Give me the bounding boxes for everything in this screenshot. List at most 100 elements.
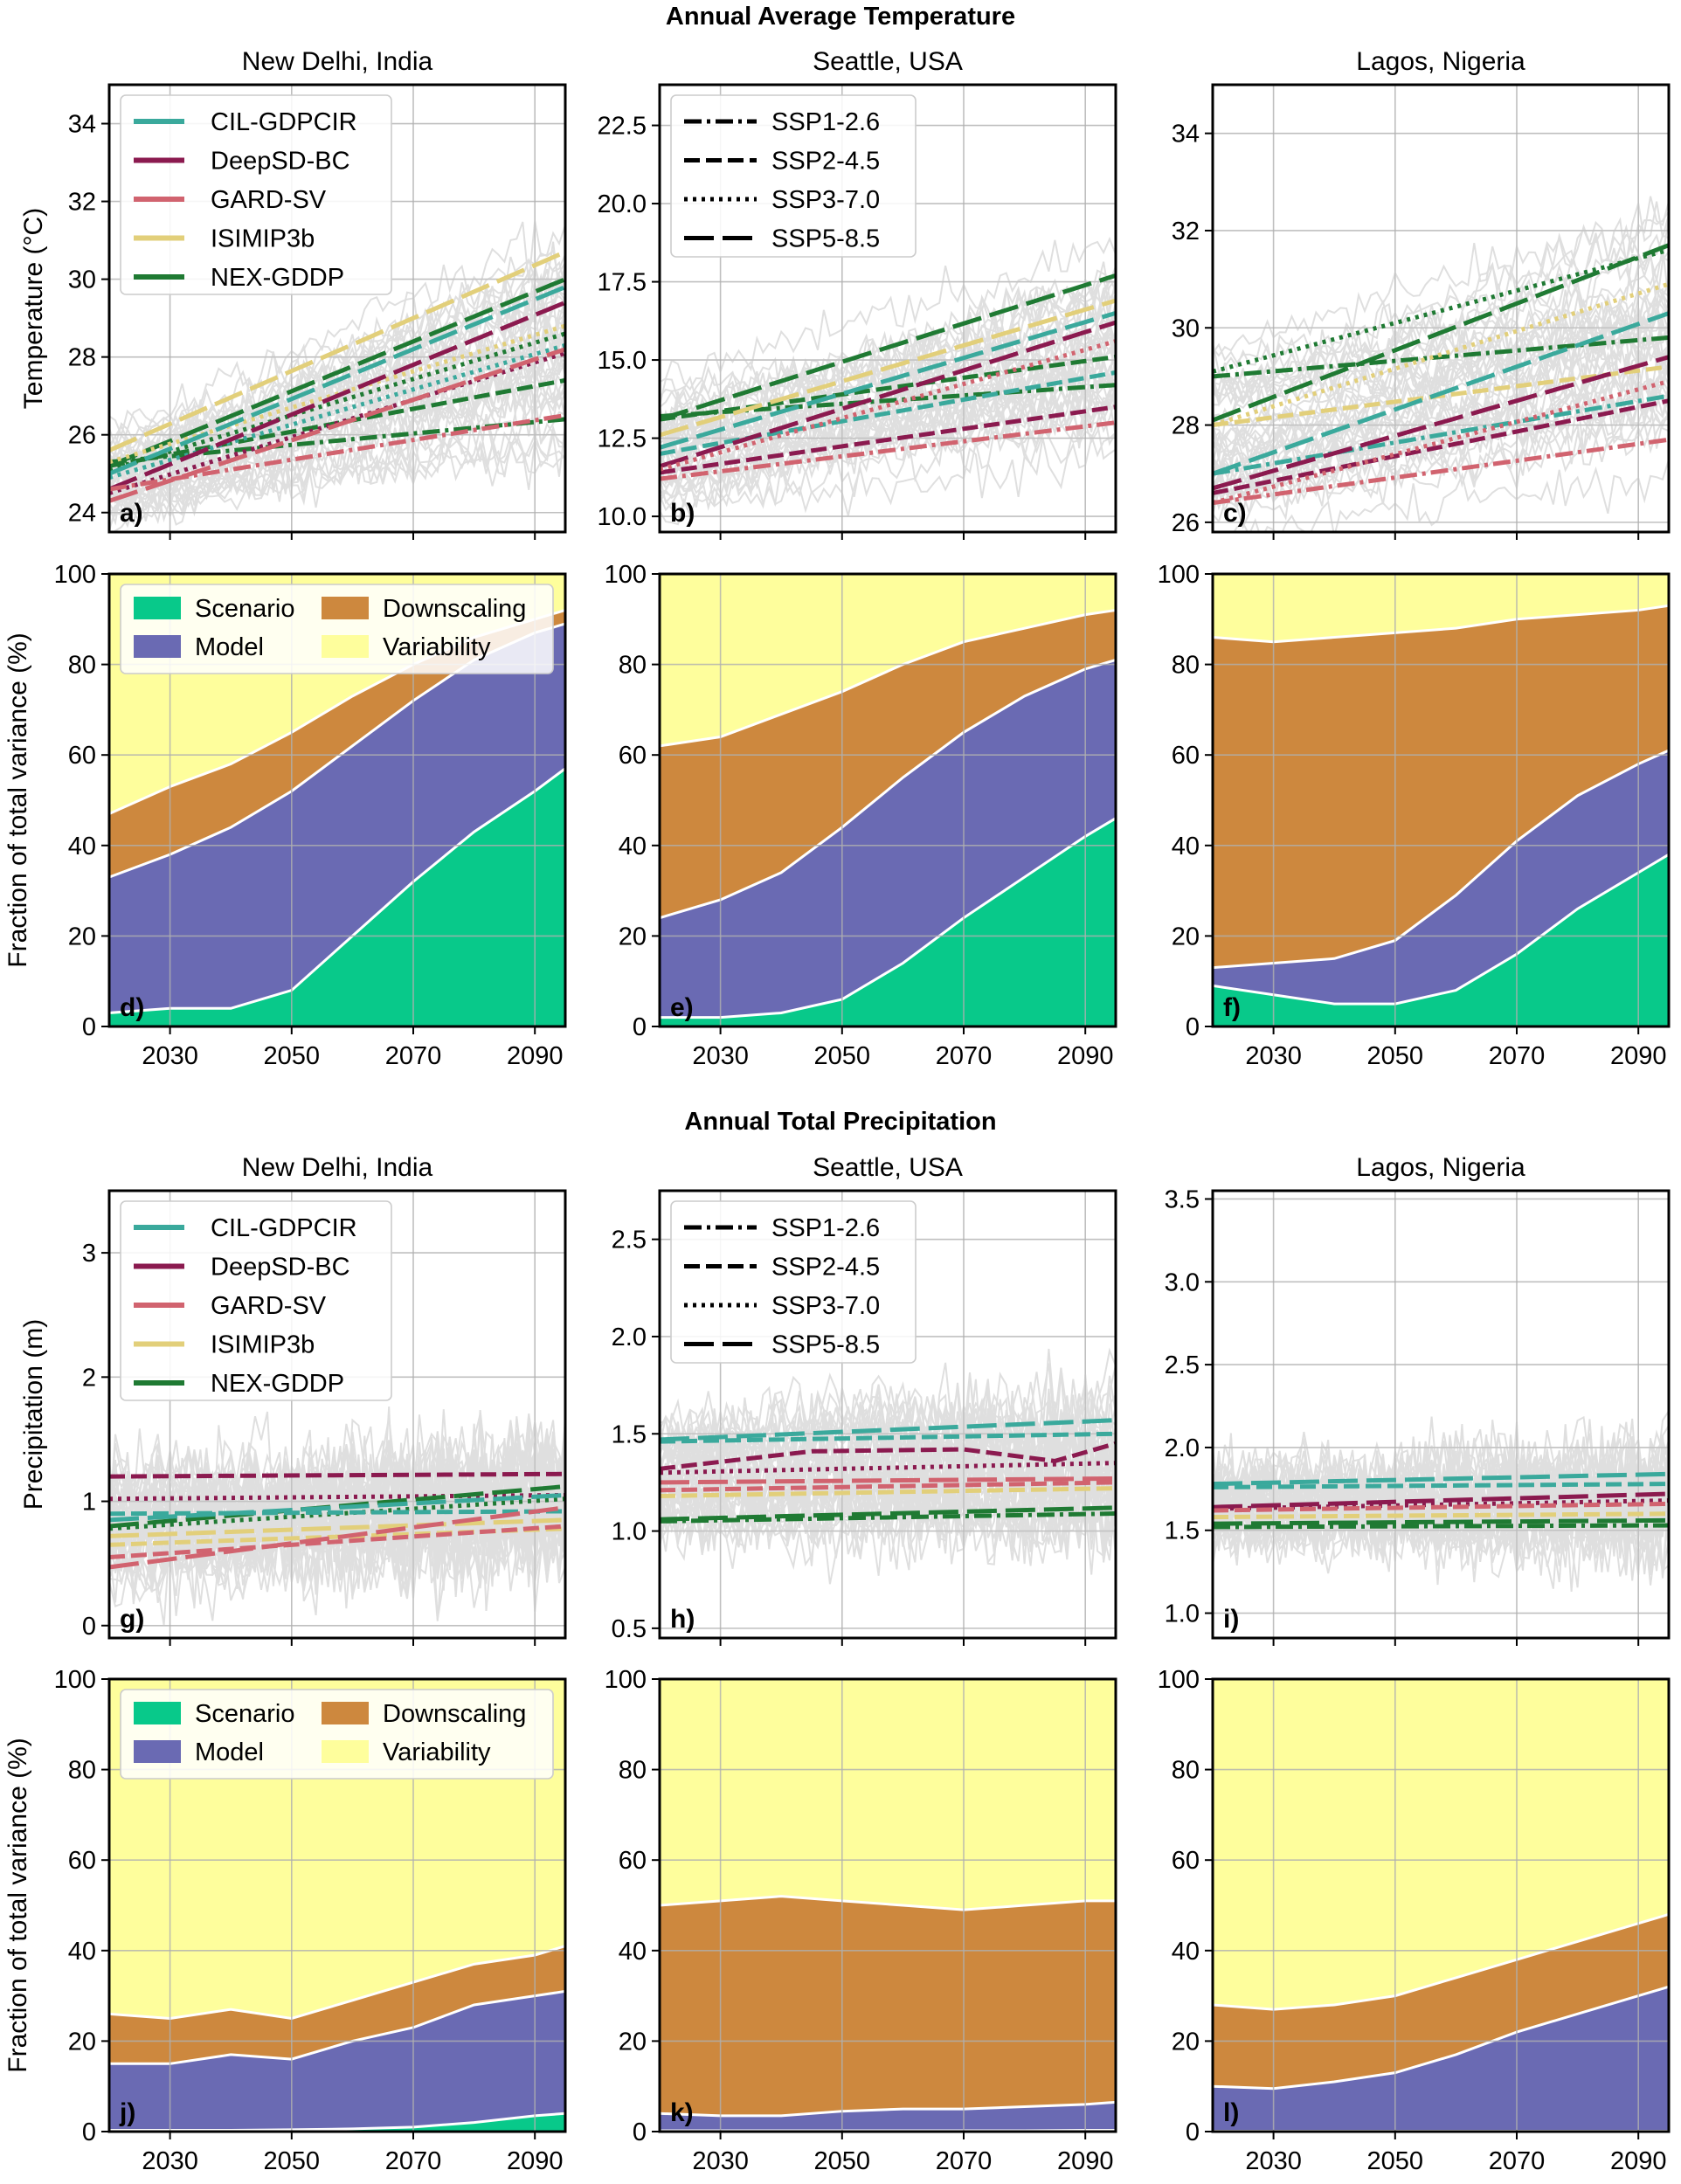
legend-scenarios: SSP1-2.6 SSP2-4.5 SSP3-7.0 SSP5-8.5 [670,1200,917,1364]
trend-cil-gdpcir-ssp2-4.5 [1213,1482,1669,1489]
ensemble-trace [1218,459,1669,532]
plot-area-i [1213,1191,1669,1638]
area-model [660,2102,1116,2131]
ensemble-trace [660,278,1116,460]
panel-title: New Delhi, India [242,47,433,76]
axes-frame [107,83,567,534]
legend-label: SSP3-7.0 [771,1292,880,1320]
ytick-label: 10.0 [598,503,647,531]
area-downscaling [1213,605,1669,968]
legend-swatch [322,597,369,619]
ensemble-trace [109,1409,565,1557]
trend-gard-sv-ssp2-4.5 [660,1480,1116,1493]
trend-isimip3b-ssp5-8.5 [660,298,1116,438]
trend-deepsd-bc-ssp2-4.5 [660,1441,1116,1471]
legend-label: DeepSD-BC [211,148,350,176]
ytick-label: 100 [605,1666,647,1694]
ytick-label: 0.5 [612,1615,647,1643]
xtick-label: 2030 [692,2147,749,2175]
ytick-label: 20 [68,2028,96,2056]
grid-e [660,574,1116,1026]
ytick-label: 1.0 [612,1518,647,1546]
legend-frame [670,1200,917,1364]
ytick-label: 20 [1172,923,1200,950]
legend-frame [670,94,917,258]
ytick-label: 20 [619,923,647,950]
legend-swatch [322,1740,369,1763]
boundary-model [660,2100,1116,2118]
ytick-label: 24 [68,500,96,528]
panel-g: 0 1 2 3 New Delhi, India Precipitation (m) g) C… [19,1153,567,1646]
trend-cil-gdpcir-ssp2-4.5 [660,1431,1116,1444]
ytick-label: 60 [1172,1847,1200,1875]
ytick-label: 1.5 [612,1420,647,1448]
ytick-label: 80 [1172,1757,1200,1785]
trend-isimip3b-ssp3-7.0 [1213,281,1669,427]
boundary-scenario [1213,853,1669,1006]
legend-downscaling: CIL-GDPCIR DeepSD-BC GARD-SV ISIMIP3b NEX-GD… [120,1200,392,1401]
ytick-label: 0 [82,1013,96,1041]
ensemble-trace [109,1415,565,1557]
trend-deepsd-bc-ssp5-8.5 [660,320,1116,469]
trend-lines [109,1471,565,1570]
trend-nex-gddp-ssp3-7.0 [109,331,565,473]
ytick-label: 1 [82,1489,96,1517]
panel-label: l) [1223,2098,1239,2127]
legend-label: Scenario [195,595,294,623]
panel-label: g) [120,1605,144,1634]
ytick-label: 15.0 [598,347,647,375]
trend-gard-sv-ssp1-2.6 [1213,437,1669,506]
ytick-label: 34 [1172,121,1200,149]
area-model [109,1991,565,2131]
legend-label: ISIMIP3b [211,225,315,253]
grid-k [660,1679,1116,2132]
ytick-label: 2.0 [612,1324,647,1351]
trend-isimip3b-ssp2-4.5 [1213,364,1669,428]
axes-frame [107,1189,567,1640]
xtick-label: 2070 [385,2147,442,2175]
legend-label: Scenario [195,1700,294,1728]
grid-f [1213,574,1669,1026]
section-title-temperature: Annual Average Temperature [666,3,1015,31]
legend-label: SSP5-8.5 [771,225,880,253]
trend-nex-gddp-ssp3-7.0 [1213,247,1669,374]
plot-area-k [660,1679,1116,2132]
ensemble-trace [1213,211,1669,404]
ensemble-trace [660,1363,1116,1471]
panel-title: Lagos, Nigeria [1356,1153,1525,1182]
xtick-label: 2030 [142,2147,198,2175]
trend-gard-sv-ssp2-4.5 [109,1524,565,1560]
panel-label: i) [1223,1605,1239,1634]
ytick-label: 40 [68,833,96,860]
ytick-label: 2.0 [1165,1434,1200,1462]
ytick-label: 26 [68,422,96,450]
ytick-label: 80 [68,652,96,680]
trend-isimip3b-ssp2-4.5 [1213,1511,1669,1520]
y-axis-label: Fraction of total variance (%) [3,632,32,967]
trend-cil-gdpcir-ssp2-4.5 [109,1509,565,1517]
xtick-label: 2050 [1367,1042,1424,1070]
ensemble-trace [1213,295,1669,460]
ytick-label: 34 [68,111,96,139]
area-model [660,660,1116,1018]
xtick-label: 2090 [507,1042,564,1070]
xtick-label: 2070 [936,1042,993,1070]
legend-swatch [134,635,181,658]
ytick-label: 28 [68,344,96,372]
axes-frame [1211,1677,1671,2133]
legend-label: NEX-GDDP [211,264,344,292]
axes-frame [107,572,567,1028]
ytick-label: 0 [82,1613,96,1641]
ensemble-trace [660,1463,1116,1564]
ytick-label: 26 [1172,509,1200,537]
legend-label: GARD-SV [211,1292,327,1320]
trend-deepsd-bc-ssp3-7.0 [660,1461,1116,1476]
ytick-label: 80 [619,1757,647,1785]
legend-label: DeepSD-BC [211,1254,350,1282]
trend-lines [109,250,565,503]
ytick-label: 80 [619,652,647,680]
ytick-label: 0 [1186,1013,1200,1041]
trend-nex-gddp-ssp1-2.6 [660,1511,1116,1524]
ytick-label: 40 [1172,833,1200,860]
